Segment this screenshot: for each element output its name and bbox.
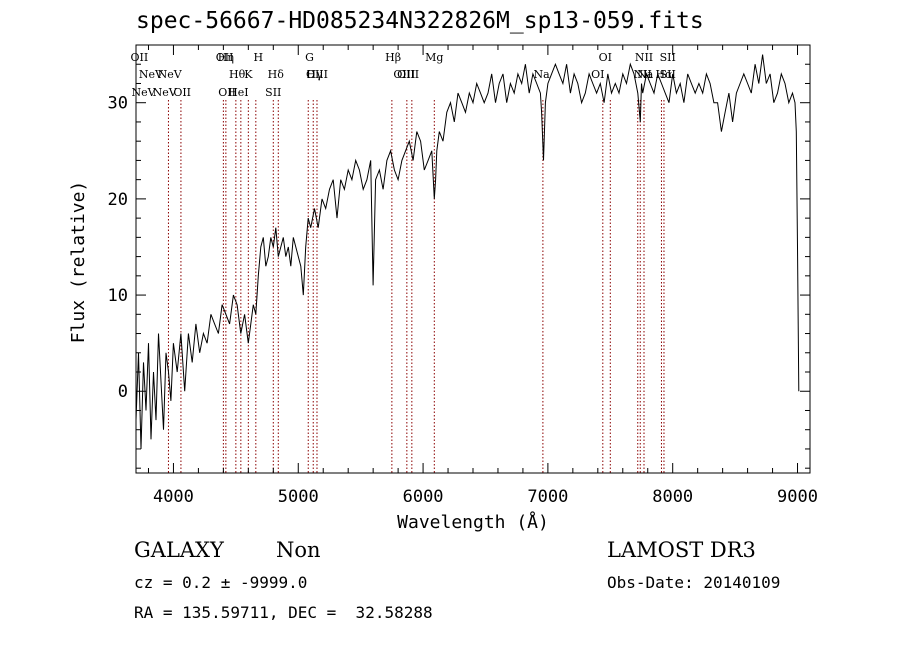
x-tick-label-4: 8000 [652,487,693,507]
marker-label-8: H [254,51,264,64]
marker-label-4: NeV [153,86,178,99]
marker-label-1: NeV [139,68,164,81]
coordinates: RA = 135.59711, DEC = 32.58288 [134,603,433,622]
marker-label-14: SII [265,86,281,99]
y-tick-label-0: 0 [118,382,128,402]
marker-label-20: OIII [393,68,415,81]
marker-label-12: OII [218,86,236,99]
object-subclass: Non [276,538,321,562]
marker-label-11: Hδ [268,68,285,81]
marker-label-26: SII [660,51,676,64]
y-tick-label-1: 10 [108,286,128,306]
x-axis-label: Wavelength (Å) [397,511,549,533]
x-axis-ticks: 4000 5000 6000 7000 8000 9000 [147,45,818,507]
marker-label-17: Hγ [306,68,323,81]
survey-name: LAMOST DR3 [607,538,756,562]
marker-label-19: OIII [397,68,419,81]
y-axis-ticks: 0 10 20 30 [108,44,810,469]
marker-label-2: NeV [131,86,156,99]
marker-label-27: Na [637,68,654,81]
marker-label-16: OIII [306,68,328,81]
marker-label-7: Hη [218,51,234,64]
x-tick-label-2: 6000 [403,487,444,507]
chart-title: spec-56667-HD085234N322826M_sp13-059.fit… [136,8,704,34]
marker-label-25: NII [635,51,653,64]
flux-series-line [135,54,800,450]
marker-label-22: Na [534,68,551,81]
marker-label-9: Hθ [229,68,246,81]
marker-label-3: NeV [158,68,183,81]
x-tick-label-0: 4000 [153,487,194,507]
marker-label-10: K [244,68,253,81]
x-tick-label-5: 9000 [777,487,818,507]
plot-frame [135,44,811,474]
marker-label-15: G [305,51,314,64]
marker-label-24: OI [591,68,604,81]
x-tick-label-3: 7000 [527,487,568,507]
marker-label-13: HeI [228,86,248,99]
redshift-cz: cz = 0.2 ± -9999.0 [134,573,308,592]
marker-label-0: OII [131,51,149,64]
emission-line-markers [167,100,665,473]
y-tick-label-2: 20 [108,190,128,210]
x-tick-label-1: 5000 [278,487,319,507]
marker-label-30: Hα [655,68,673,81]
marker-label-5: OII [173,86,191,99]
y-axis-label: Flux (relative) [68,181,89,344]
marker-label-6: OII [216,51,234,64]
marker-label-18: Hβ [385,51,401,64]
object-type: GALAXY [134,538,224,562]
marker-label-21: Mg [425,51,443,64]
observation-date: Obs-Date: 20140109 [607,573,781,592]
marker-label-29: NII [634,68,652,81]
y-tick-label-3: 30 [108,94,128,114]
marker-label-23: OI [599,51,612,64]
